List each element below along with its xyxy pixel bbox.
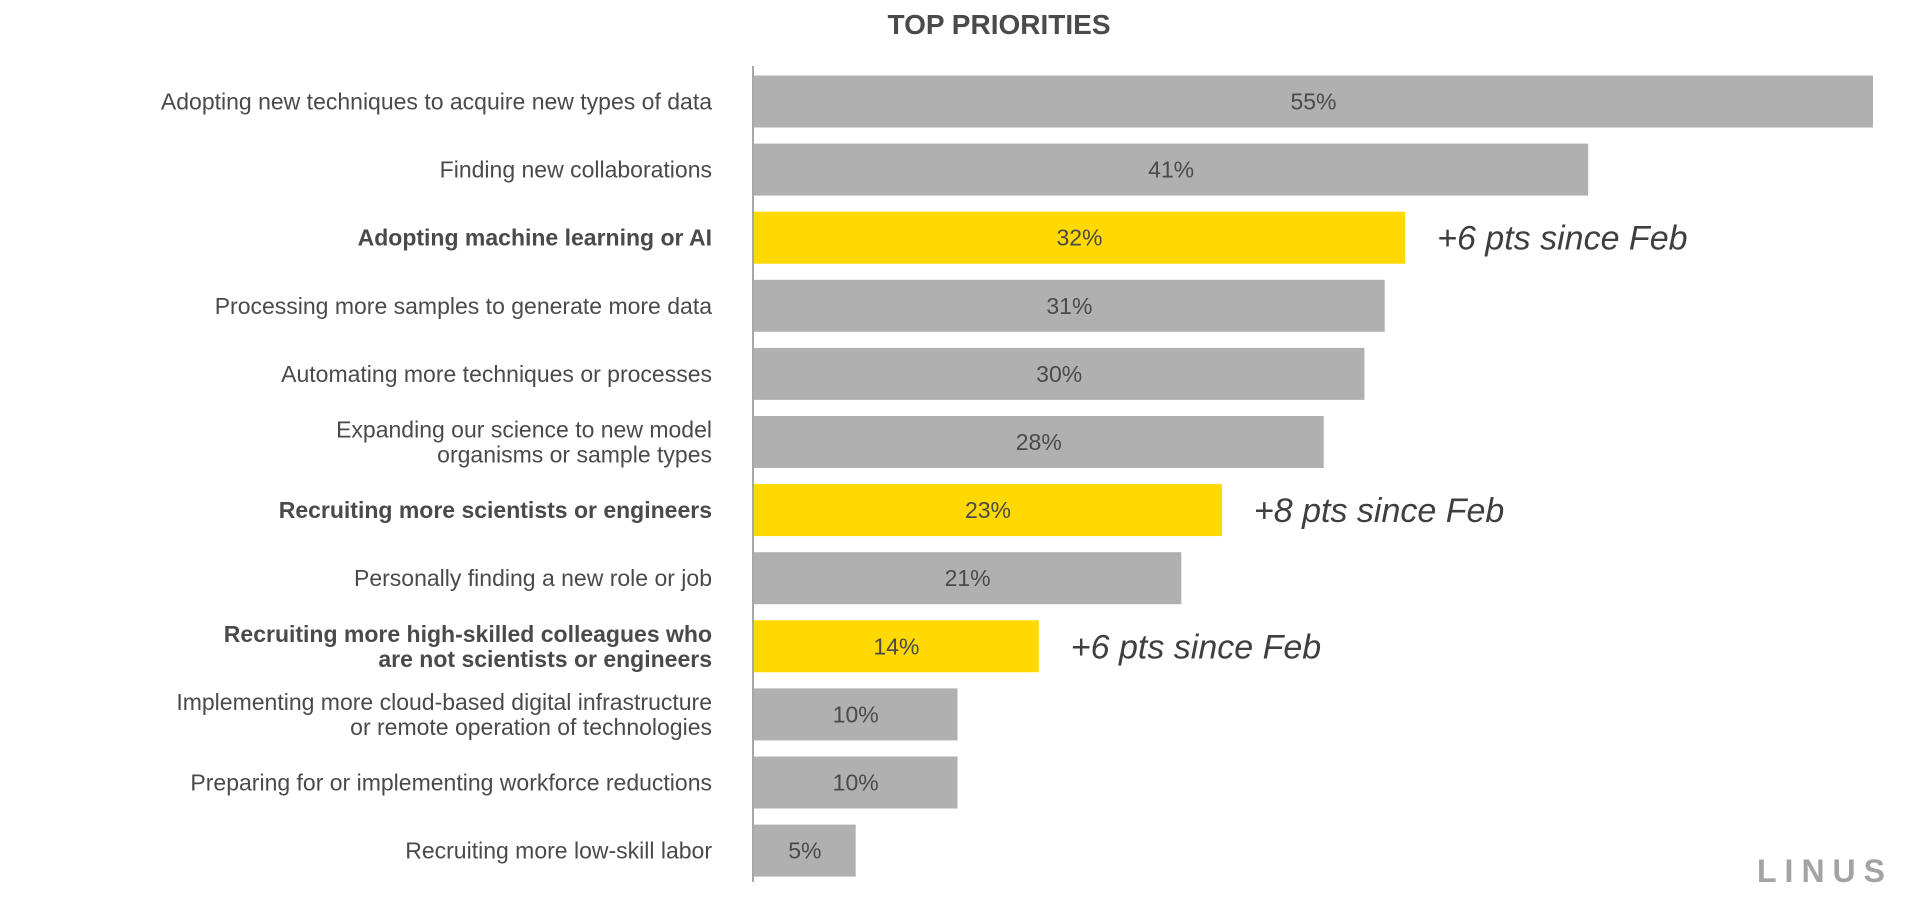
category-label: Recruiting more high-skilled colleagues … — [224, 621, 712, 672]
category-label-line: Finding new collaborations — [440, 157, 712, 183]
bar-row: 30% Automating more techniques or process… — [281, 347, 1365, 400]
bars-group: 55% Adopting new techniques to acquire ne… — [161, 75, 1873, 877]
bar — [754, 143, 1589, 196]
bar-value-label: 32% — [1056, 225, 1102, 251]
bar-row: 31% Processing more samples to generate m… — [215, 279, 1385, 332]
highlighted-bar — [754, 620, 1039, 673]
category-label-line: Personally finding a new role or job — [354, 565, 712, 591]
bar-row: 5% Recruiting more low-skill labor — [405, 824, 856, 877]
bar-row: 55% Adopting new techniques to acquire ne… — [161, 75, 1873, 128]
bar-value-label: 10% — [833, 701, 879, 727]
category-label-line: Processing more samples to generate more… — [215, 293, 713, 319]
category-label: Implementing more cloud-based digital in… — [176, 689, 712, 740]
bar-row: 14% Recruiting more high-skilled colleagu… — [224, 620, 1321, 673]
bar — [754, 756, 958, 809]
category-label-line: Recruiting more scientists or engineers — [279, 497, 712, 523]
category-label-line: Expanding our science to new model — [336, 417, 712, 443]
change-annotation: +6 pts since Feb — [1437, 220, 1687, 258]
category-label: Processing more samples to generate more… — [215, 293, 713, 319]
category-label-line: are not scientists or engineers — [378, 646, 712, 672]
bar-row: 41% Finding new collaborations — [440, 143, 1589, 196]
category-label: Adopting machine learning or AI — [358, 225, 712, 251]
highlighted-bar — [754, 211, 1406, 264]
bar — [754, 279, 1385, 332]
bar-row: 10% Preparing for or implementing workfor… — [190, 756, 958, 809]
bar — [754, 416, 1324, 468]
change-annotation: +6 pts since Feb — [1071, 628, 1321, 666]
bar-row: 10% Implementing more cloud-based digital… — [176, 688, 958, 741]
category-label-line: Recruiting more high-skilled colleagues … — [224, 621, 712, 647]
category-label: Expanding our science to new model organi… — [336, 417, 712, 468]
bar — [754, 824, 856, 877]
highlighted-bar — [754, 484, 1222, 537]
category-label-line: Recruiting more low-skill labor — [405, 838, 712, 864]
bar — [754, 75, 1873, 128]
bar-value-label: 41% — [1148, 157, 1194, 183]
bar-value-label: 21% — [945, 565, 991, 591]
category-label-line: Implementing more cloud-based digital in… — [176, 689, 712, 715]
category-label-line: Adopting machine learning or AI — [358, 225, 712, 251]
category-label: Finding new collaborations — [440, 157, 712, 183]
bar-row: 28% Expanding our science to new model org… — [336, 416, 1324, 468]
bar-value-label: 14% — [873, 633, 919, 659]
category-label: Recruiting more scientists or engineers — [279, 497, 712, 523]
bar-value-label: 31% — [1046, 293, 1092, 319]
change-annotation: +8 pts since Feb — [1254, 492, 1504, 530]
bar-value-label: 30% — [1036, 361, 1082, 387]
category-label: Recruiting more low-skill labor — [405, 838, 712, 864]
bar — [754, 347, 1365, 400]
category-label-line: Adopting new techniques to acquire new t… — [161, 89, 712, 115]
bar-row: 21% Personally finding a new role or job — [354, 552, 1182, 605]
category-label-line: Automating more techniques or processes — [281, 361, 712, 387]
category-label-line: or remote operation of technologies — [350, 714, 712, 740]
bar-row: 23% Recruiting more scientists or enginee… — [279, 484, 1504, 537]
chart-title: TOP PRIORITIES — [887, 9, 1110, 40]
linus-logo: LINUS — [1757, 853, 1893, 889]
category-label: Personally finding a new role or job — [354, 565, 712, 591]
category-label: Preparing for or implementing workforce … — [190, 770, 712, 796]
bar-value-label: 28% — [1016, 429, 1062, 455]
bar-value-label: 5% — [788, 838, 821, 864]
category-label: Automating more techniques or processes — [281, 361, 712, 387]
category-label: Adopting new techniques to acquire new t… — [161, 89, 712, 115]
bar-value-label: 55% — [1290, 89, 1336, 115]
bar-value-label: 23% — [965, 497, 1011, 523]
bar-row: 32% Adopting machine learning or AI +6 pts… — [358, 211, 1688, 264]
bar — [754, 552, 1182, 605]
bar-value-label: 10% — [833, 770, 879, 796]
bar — [754, 688, 958, 741]
category-label-line: organisms or sample types — [437, 442, 712, 468]
category-label-line: Preparing for or implementing workforce … — [190, 770, 712, 796]
